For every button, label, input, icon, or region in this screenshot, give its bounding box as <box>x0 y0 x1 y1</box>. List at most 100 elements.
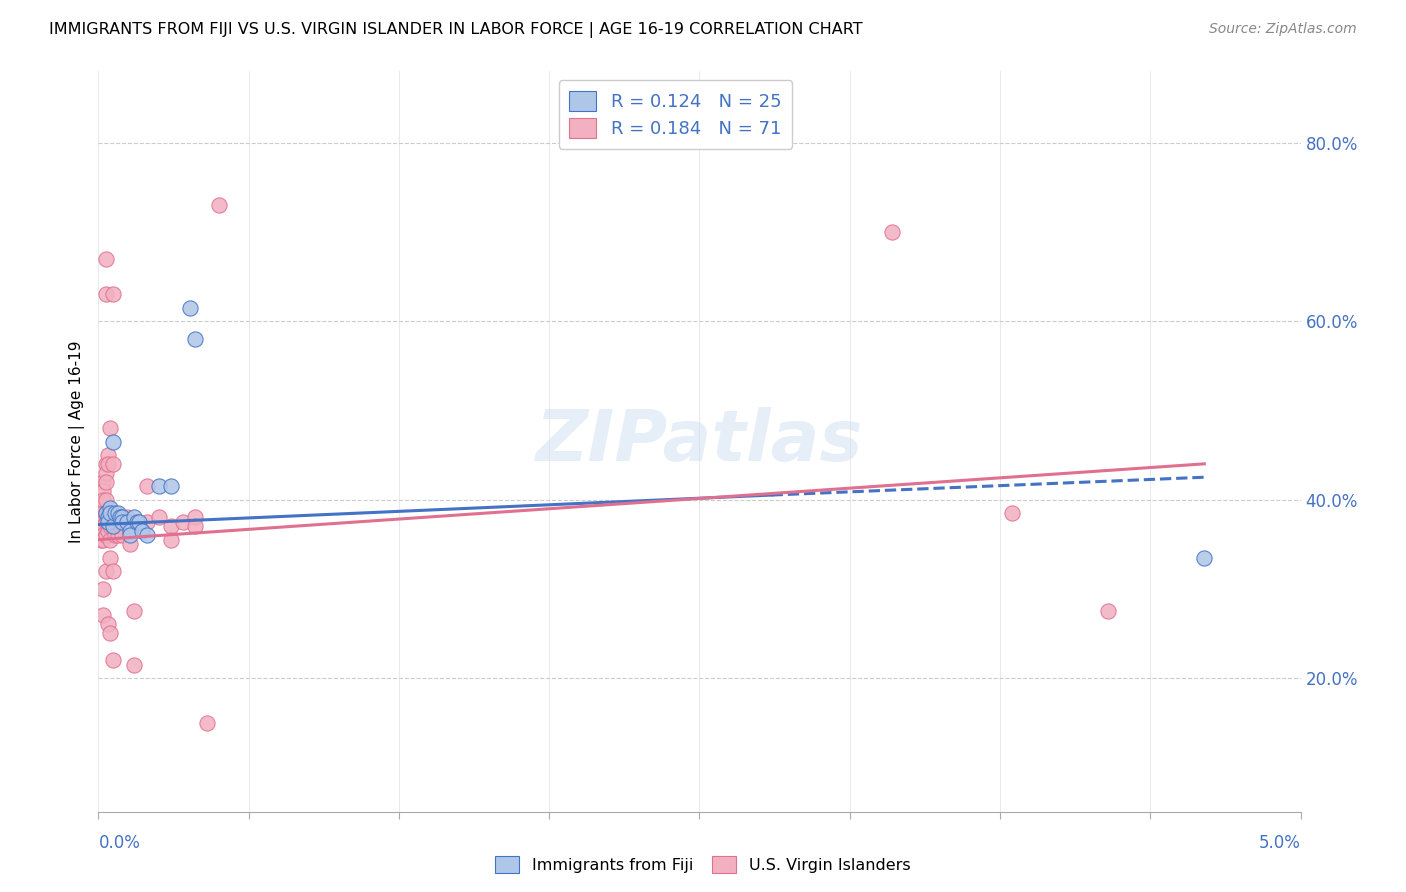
Point <box>101 519 124 533</box>
Point <box>111 528 134 542</box>
Point <box>107 506 129 520</box>
Point <box>111 519 134 533</box>
Point <box>97 617 120 632</box>
Point <box>135 528 157 542</box>
Point <box>101 564 124 578</box>
Point <box>94 492 117 507</box>
Point <box>118 519 141 533</box>
Point <box>91 475 114 489</box>
Point <box>100 519 122 533</box>
Point <box>104 506 127 520</box>
Point <box>1097 604 1119 618</box>
Point <box>208 198 231 212</box>
Point <box>111 510 134 524</box>
Point <box>880 225 903 239</box>
Point <box>195 715 218 730</box>
Point <box>107 528 129 542</box>
Point <box>107 519 129 533</box>
Point <box>100 626 122 640</box>
Point <box>108 519 131 533</box>
Point <box>125 515 148 529</box>
Point <box>131 524 153 538</box>
Point <box>1001 506 1024 520</box>
Point <box>100 506 122 520</box>
Text: 0.0%: 0.0% <box>98 834 141 852</box>
Point <box>183 519 205 533</box>
Text: Source: ZipAtlas.com: Source: ZipAtlas.com <box>1209 22 1357 37</box>
Point <box>172 515 194 529</box>
Point <box>97 515 120 529</box>
Point <box>135 479 157 493</box>
Point <box>97 457 120 471</box>
Point <box>94 564 117 578</box>
Point <box>100 421 122 435</box>
Point <box>97 515 120 529</box>
Point <box>100 501 122 516</box>
Point <box>124 510 146 524</box>
Point <box>101 653 124 667</box>
Point <box>94 506 117 520</box>
Point <box>117 510 139 524</box>
Point <box>183 332 205 346</box>
Point <box>94 457 117 471</box>
Point <box>108 510 131 524</box>
Point <box>183 510 205 524</box>
Point <box>90 524 112 538</box>
Point <box>91 528 114 542</box>
Point <box>94 506 117 520</box>
Point <box>159 479 181 493</box>
Point <box>104 515 127 529</box>
Point <box>118 537 141 551</box>
Point <box>90 510 112 524</box>
Point <box>94 475 117 489</box>
Point <box>101 434 124 449</box>
Point <box>94 252 117 266</box>
Point <box>91 582 114 596</box>
Point <box>101 287 124 301</box>
Point <box>91 506 114 520</box>
Point <box>94 287 117 301</box>
Point <box>117 515 139 529</box>
Point <box>90 533 112 547</box>
Point <box>117 515 139 529</box>
Point <box>91 608 114 623</box>
Point <box>128 515 150 529</box>
Point <box>91 483 114 498</box>
Point <box>97 448 120 462</box>
Point <box>124 604 146 618</box>
Point <box>124 657 146 672</box>
Point <box>101 457 124 471</box>
Point <box>118 524 141 538</box>
Legend: R = 0.124   N = 25, R = 0.184   N = 71: R = 0.124 N = 25, R = 0.184 N = 71 <box>558 80 793 149</box>
Point <box>107 510 129 524</box>
Point <box>94 466 117 480</box>
Point <box>104 528 127 542</box>
Point <box>91 492 114 507</box>
Point <box>108 510 131 524</box>
Point <box>118 528 141 542</box>
Point <box>101 519 124 533</box>
Point <box>159 533 181 547</box>
Text: IMMIGRANTS FROM FIJI VS U.S. VIRGIN ISLANDER IN LABOR FORCE | AGE 16-19 CORRELAT: IMMIGRANTS FROM FIJI VS U.S. VIRGIN ISLA… <box>49 22 863 38</box>
Text: 5.0%: 5.0% <box>1258 834 1301 852</box>
Point <box>91 519 114 533</box>
Point <box>100 533 122 547</box>
Point <box>97 506 120 520</box>
Point <box>1194 550 1216 565</box>
Point <box>94 515 117 529</box>
Point <box>148 479 170 493</box>
Legend: Immigrants from Fiji, U.S. Virgin Islanders: Immigrants from Fiji, U.S. Virgin Island… <box>489 849 917 880</box>
Point <box>104 510 127 524</box>
Point <box>111 515 134 529</box>
Point <box>135 515 157 529</box>
Point <box>104 519 127 533</box>
Point <box>97 524 120 538</box>
Point <box>91 533 114 547</box>
Point <box>100 550 122 565</box>
Point <box>91 515 114 529</box>
Text: ZIPatlas: ZIPatlas <box>536 407 863 476</box>
Y-axis label: In Labor Force | Age 16-19: In Labor Force | Age 16-19 <box>69 340 84 543</box>
Point <box>97 510 120 524</box>
Point <box>94 528 117 542</box>
Point <box>101 510 124 524</box>
